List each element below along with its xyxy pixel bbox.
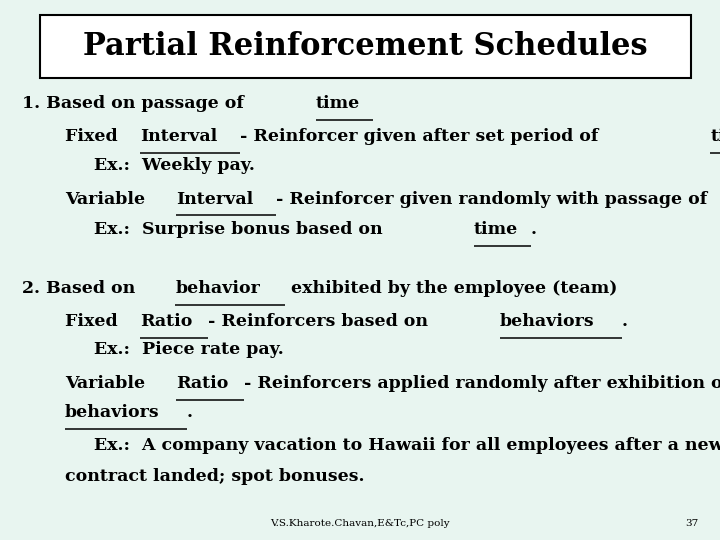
Text: Ex.:  Piece rate pay.: Ex.: Piece rate pay. [94,341,284,358]
Text: Partial Reinforcement Schedules: Partial Reinforcement Schedules [84,31,648,62]
Text: .: . [531,221,537,238]
Text: .: . [622,313,628,329]
Text: Fixed: Fixed [65,129,123,145]
Text: .: . [187,404,193,421]
Text: 37: 37 [685,519,698,528]
Text: Variable: Variable [65,191,151,207]
Text: time: time [474,221,518,238]
Text: - Reinforcers applied randomly after exhibition of: - Reinforcers applied randomly after exh… [243,375,720,392]
Text: 1. Based on passage of: 1. Based on passage of [22,95,249,112]
Text: Interval: Interval [176,191,253,207]
Text: - Reinforcer given randomly with passage of: - Reinforcer given randomly with passage… [276,191,713,207]
Text: behaviors: behaviors [500,313,594,329]
Text: Ratio: Ratio [176,375,228,392]
FancyBboxPatch shape [40,15,691,78]
Text: - Reinforcers based on: - Reinforcers based on [208,313,434,329]
Text: time: time [711,129,720,145]
Text: exhibited by the employee (team): exhibited by the employee (team) [285,280,617,296]
Text: time: time [315,95,360,112]
Text: Variable: Variable [65,375,151,392]
Text: Fixed: Fixed [65,313,123,329]
Text: - Reinforcer given after set period of: - Reinforcer given after set period of [240,129,605,145]
Text: Interval: Interval [140,129,217,145]
Text: Ex.:  A company vacation to Hawaii for all employees after a new: Ex.: A company vacation to Hawaii for al… [94,437,720,454]
Text: behavior: behavior [176,280,261,296]
Text: 2. Based on: 2. Based on [22,280,141,296]
Text: Ex.:  Surprise bonus based on: Ex.: Surprise bonus based on [94,221,388,238]
Text: Ratio: Ratio [140,313,193,329]
Text: Ex.:  Weekly pay.: Ex.: Weekly pay. [94,157,254,174]
Text: V.S.Kharote.Chavan,E&Tc,PC poly: V.S.Kharote.Chavan,E&Tc,PC poly [270,519,450,528]
Text: behaviors: behaviors [65,404,159,421]
Text: contract landed; spot bonuses.: contract landed; spot bonuses. [65,468,364,484]
